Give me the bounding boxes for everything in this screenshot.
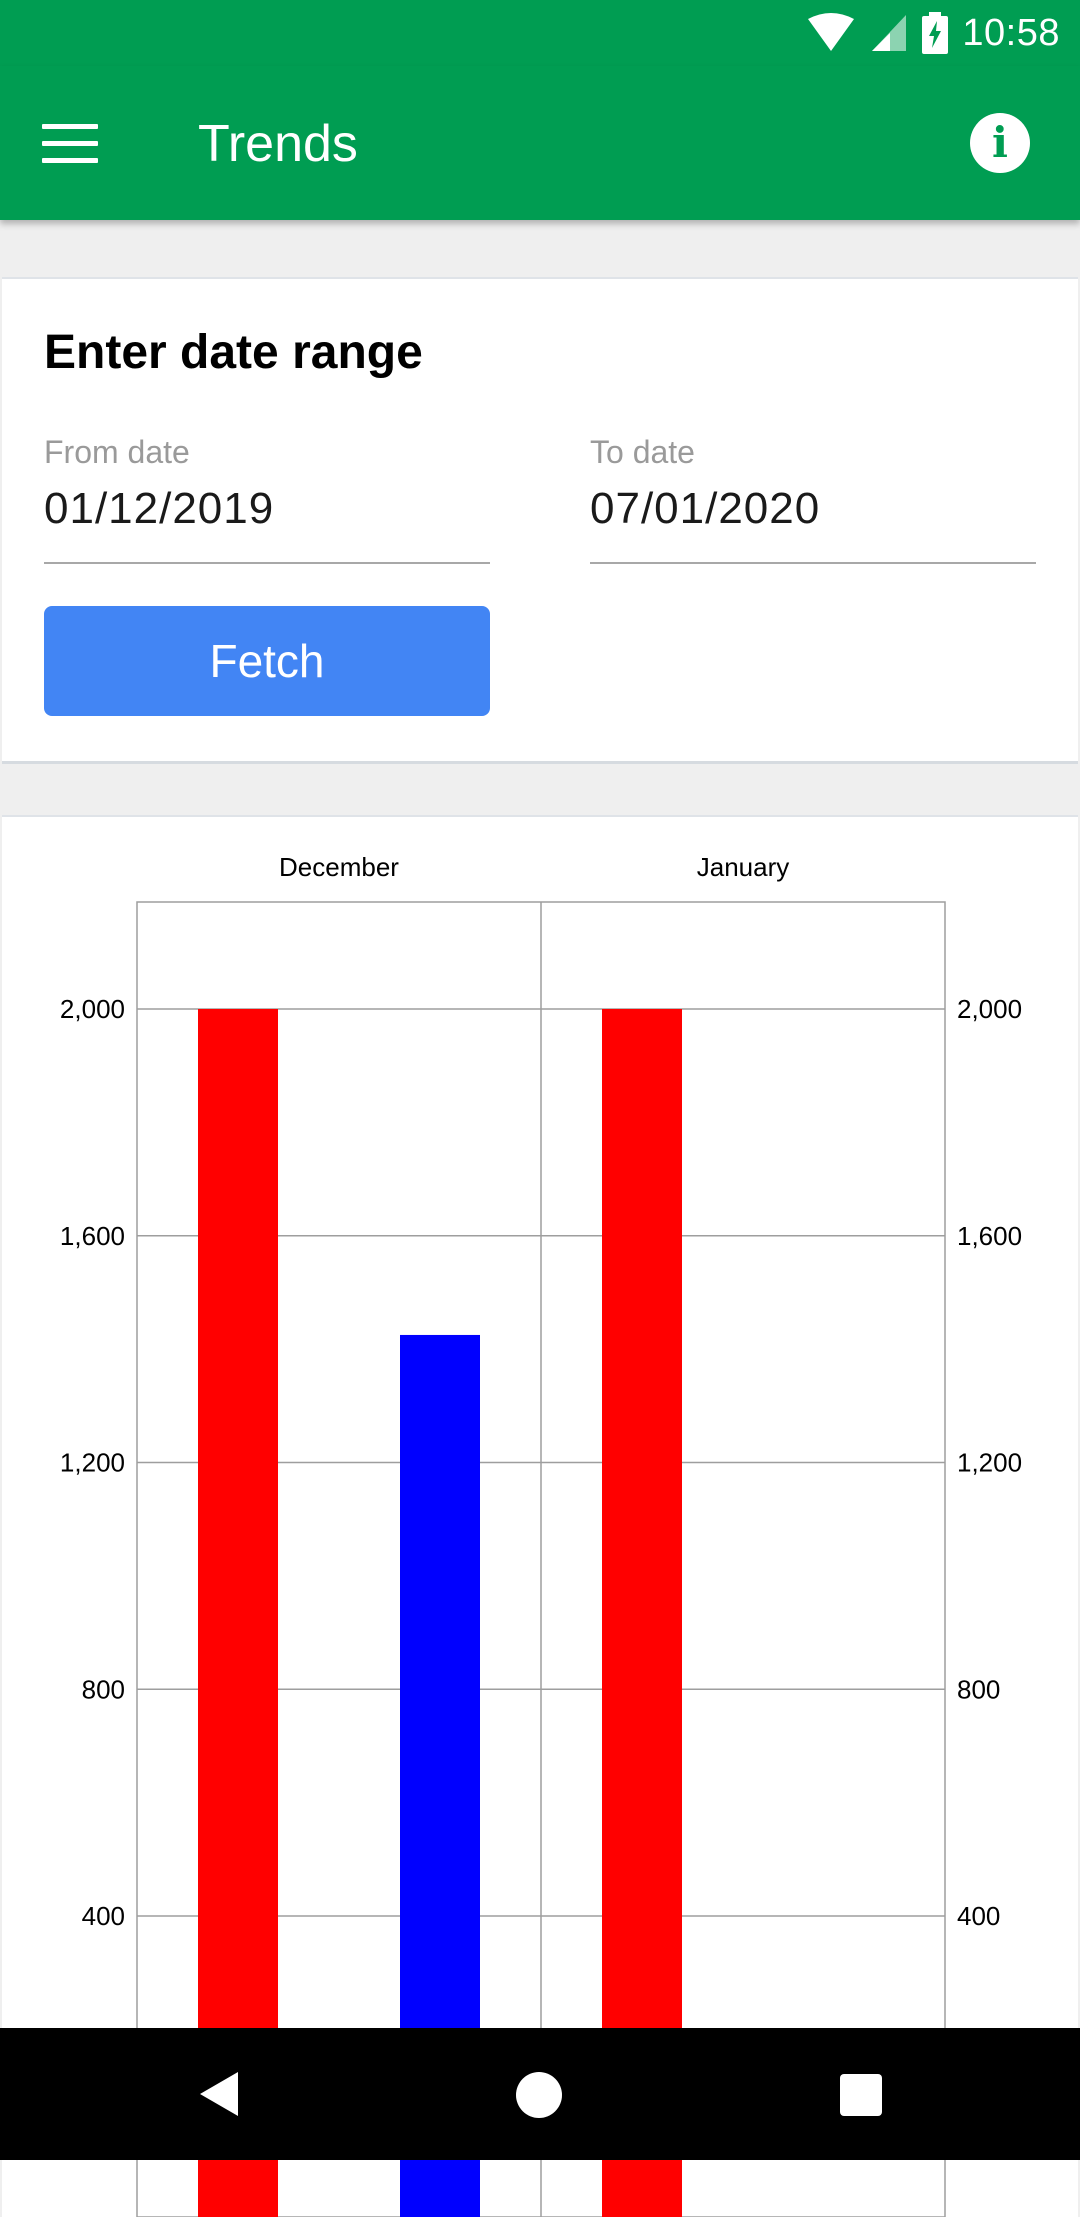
- y-tick-label-left: 2,000: [60, 994, 125, 1024]
- status-bar: 10:58: [0, 0, 1080, 66]
- to-date-label: To date: [590, 434, 695, 470]
- bar: [602, 1009, 682, 2217]
- wifi-icon: [808, 13, 855, 51]
- info-icon[interactable]: i: [970, 113, 1030, 173]
- from-date-field[interactable]: From date 01/12/2019: [44, 434, 490, 564]
- to-date-underline: [590, 562, 1036, 564]
- status-icons: 10:58: [806, 8, 1060, 58]
- from-date-label: From date: [44, 434, 190, 470]
- recents-icon[interactable]: [840, 2074, 882, 2116]
- category-label: December: [279, 852, 399, 882]
- y-tick-label-right: 800: [957, 1674, 1000, 1704]
- to-date-value[interactable]: 07/01/2020: [590, 484, 821, 533]
- from-date-value[interactable]: 01/12/2019: [44, 484, 275, 533]
- battery-charging-icon: [922, 12, 949, 54]
- app-title: Trends: [198, 115, 358, 173]
- y-tick-label-left: 800: [82, 1674, 125, 1704]
- navigation-bar: [0, 2028, 1080, 2160]
- y-tick-label-left: 1,600: [60, 1221, 125, 1251]
- date-range-card: Enter date range From date 01/12/2019 To…: [2, 277, 1078, 764]
- category-label: January: [697, 852, 790, 882]
- fetch-button[interactable]: Fetch: [44, 606, 490, 716]
- hamburger-menu-icon[interactable]: [42, 124, 98, 164]
- back-icon[interactable]: [200, 2072, 238, 2116]
- to-date-field[interactable]: To date 07/01/2020: [590, 434, 1036, 564]
- cell-signal-icon: [872, 15, 907, 51]
- y-tick-label-right: 1,600: [957, 1221, 1022, 1251]
- card-title: Enter date range: [44, 326, 423, 379]
- y-tick-label-right: 2,000: [957, 994, 1022, 1024]
- home-icon[interactable]: [516, 2072, 562, 2118]
- y-tick-label-right: 1,200: [957, 1448, 1022, 1478]
- status-time: 10:58: [962, 11, 1060, 54]
- y-tick-label-left: 1,200: [60, 1448, 125, 1478]
- y-tick-label-left: 400: [82, 1901, 125, 1931]
- app-bar: Trends i: [0, 66, 1080, 220]
- bar-chart: 2,000 2,000 1,600 1,600 1,200 1,200 800 800 400 4…: [60, 852, 1022, 2217]
- from-date-underline: [44, 562, 490, 564]
- y-tick-label-right: 400: [957, 1901, 1000, 1931]
- bar: [198, 1009, 278, 2217]
- chart-card: 2,000 2,000 1,600 1,600 1,200 1,200 800 800 400 4…: [2, 815, 1078, 2217]
